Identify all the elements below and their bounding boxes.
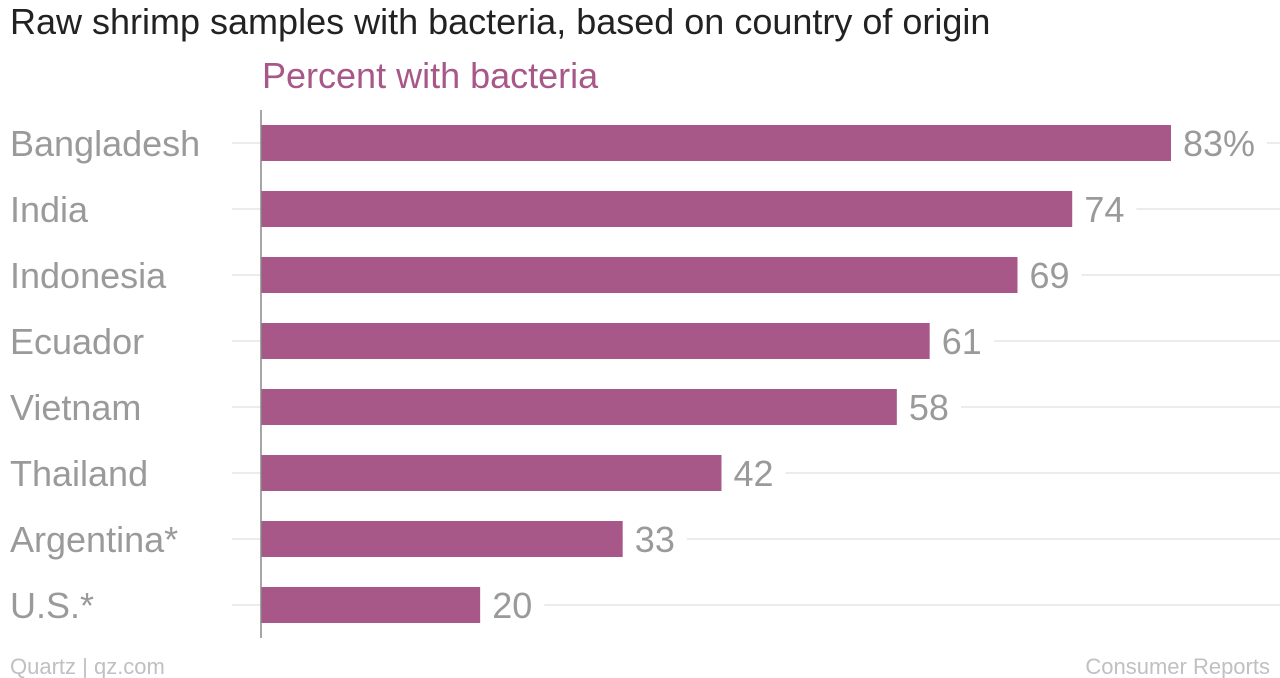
bar <box>261 455 722 491</box>
value-label: 33 <box>635 519 675 560</box>
bar <box>261 587 481 623</box>
category-label: Bangladesh <box>10 123 200 164</box>
footer-credit: Quartz | qz.com <box>10 654 165 678</box>
category-label: Ecuador <box>10 321 144 362</box>
value-label-bg <box>929 321 994 362</box>
bars <box>261 125 1171 623</box>
value-label: 58 <box>909 387 949 428</box>
value-label-bg <box>896 387 961 428</box>
category-label: Vietnam <box>10 387 141 428</box>
category-label: U.S.* <box>10 585 94 626</box>
value-label: 20 <box>492 585 532 626</box>
bar <box>261 125 1171 161</box>
footer-source: Consumer Reports <box>1085 654 1270 678</box>
series-label: Percent with bacteria <box>262 55 599 96</box>
category-label-bg <box>8 387 154 428</box>
bar <box>261 389 897 425</box>
category-label-bg <box>8 453 161 494</box>
value-label-bg <box>1171 123 1268 164</box>
chart-title: Raw shrimp samples with bacteria, based … <box>10 1 991 42</box>
value-label-bg <box>1017 255 1082 296</box>
value-label-bg <box>1072 189 1137 230</box>
value-label-bg <box>480 585 545 626</box>
category-label-bg <box>8 519 191 560</box>
value-label: 74 <box>1084 189 1124 230</box>
bar <box>261 323 930 359</box>
category-label-bg <box>8 189 102 230</box>
value-label-bg <box>622 519 687 560</box>
category-label-bg <box>8 123 213 164</box>
category-label: India <box>10 189 89 230</box>
category-label: Argentina* <box>10 519 178 560</box>
category-label: Indonesia <box>10 255 167 296</box>
value-label: 83% <box>1183 123 1255 164</box>
bar <box>261 257 1018 293</box>
category-label-bg <box>8 321 157 362</box>
value-label: 61 <box>942 321 982 362</box>
category-label-bg <box>8 255 180 296</box>
value-label-bg <box>721 453 786 494</box>
bar <box>261 521 623 557</box>
value-label: 69 <box>1030 255 1070 296</box>
labels: Bangladesh 83% India 74 Indonesia 69 Ecuador 61… <box>8 123 1268 626</box>
value-label: 42 <box>733 453 773 494</box>
bar <box>261 191 1073 227</box>
category-label-bg <box>8 585 107 626</box>
category-label: Thailand <box>10 453 148 494</box>
